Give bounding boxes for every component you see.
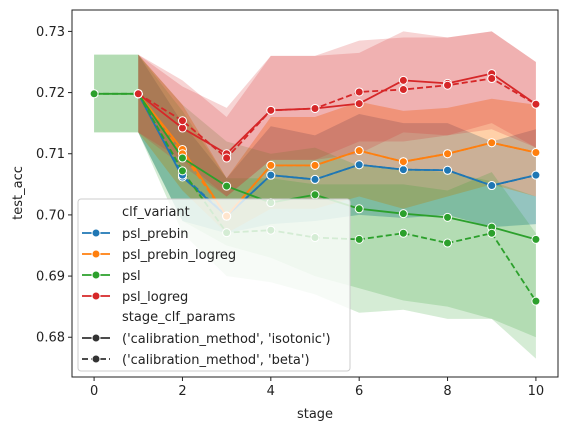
x-tick-label: 8: [443, 384, 451, 399]
band-psl-prebin-isotonic: [138, 54, 536, 234]
y-tick-label: 0.70: [36, 208, 65, 223]
y-tick-label: 0.73: [36, 25, 65, 40]
band-psl-prebin-logreg-beta: [138, 54, 536, 234]
point-psl-prebin-logreg-beta: [310, 160, 320, 170]
legend-box: [77, 198, 351, 372]
point-psl-prebin-logreg-beta: [266, 160, 276, 170]
y-axis-title: test_acc: [11, 166, 26, 220]
x-tick-label: 0: [90, 384, 98, 399]
line-psl-prebin-logreg-isotonic: [137, 93, 537, 218]
band-psl-prebin-logreg-isotonic: [138, 54, 536, 234]
legend-marker-psl-prebin-logreg: [91, 249, 101, 259]
point-psl-isotonic: [531, 234, 541, 244]
legend-style-marker-solid: [91, 333, 101, 343]
point-psl-logreg-beta: [443, 80, 453, 90]
point-psl-beta: [398, 228, 408, 238]
point-psl-isotonic: [443, 212, 453, 222]
y-axis-ticks: 0.68 0.69 0.70 0.71 0.72 0.73: [36, 25, 72, 346]
point-psl-logreg-beta: [222, 153, 232, 163]
legend-label-psl-prebin-logreg: psl_prebin_logreg: [122, 248, 236, 263]
point-psl-beta: [354, 234, 364, 244]
legend-label-psl-logreg: psl_logreg: [122, 290, 188, 305]
point-psl-isotonic: [177, 153, 187, 163]
point-psl-isotonic: [222, 181, 232, 191]
y-tick-label: 0.72: [36, 86, 65, 101]
legend-marker-psl-logreg: [91, 291, 101, 301]
point-psl-prebin-logreg-beta: [443, 149, 453, 159]
x-tick-label: 6: [355, 384, 363, 399]
x-tick-label: 4: [267, 384, 275, 399]
point-psl-beta: [443, 238, 453, 248]
point-psl-beta: [487, 228, 497, 238]
point-psl-isotonic: [398, 209, 408, 219]
point-psl-logreg-beta: [398, 85, 408, 95]
point-psl-logreg-beta: [354, 87, 364, 97]
legend-style-label-dashed: ('calibration_method', 'beta'): [122, 353, 310, 368]
point-psl-beta: [531, 296, 541, 306]
confidence-bands: [94, 31, 536, 359]
y-tick-label: 0.71: [36, 147, 65, 162]
point-psl-prebin-logreg-beta: [354, 146, 364, 156]
point-psl-prebin-beta: [398, 165, 408, 175]
x-tick-label: 10: [528, 384, 545, 399]
legend-marker-psl: [91, 270, 101, 280]
point-psl-isotonic: [310, 190, 320, 200]
point-psl-logreg-isotonic: [398, 75, 408, 85]
point-psl-logreg-beta: [487, 74, 497, 84]
point-psl-prebin-beta: [266, 170, 276, 180]
point-psl-logreg-beta: [133, 89, 143, 99]
point-psl-logreg-beta: [310, 103, 320, 113]
band-psl-prebin-beta: [138, 54, 536, 234]
legend-hue-title: clf_variant: [122, 205, 190, 220]
legend-style-label-solid: ('calibration_method', 'isotonic'): [122, 332, 331, 347]
point-psl-logreg-isotonic: [354, 99, 364, 109]
line-psl-prebin-beta: [137, 93, 537, 218]
point-psl-prebin-logreg-beta: [487, 138, 497, 148]
band-psl-logreg-beta: [138, 31, 536, 197]
point-psl-logreg-beta: [177, 116, 187, 126]
x-axis-title: stage: [297, 407, 333, 422]
point-psl-logreg-isotonic: [177, 123, 187, 133]
point-psl-beta: [177, 166, 187, 176]
legend-label-psl-prebin: psl_prebin: [122, 227, 189, 242]
legend-style-title: stage_clf_params: [122, 310, 236, 325]
y-tick-label: 0.68: [36, 331, 65, 346]
legend: clf_variant psl_prebinpsl_prebin_logregp…: [77, 198, 351, 372]
legend-marker-psl-prebin: [91, 228, 101, 238]
point-psl-prebin-beta: [354, 160, 364, 170]
point-psl-prebin-beta: [310, 174, 320, 184]
point-psl-logreg-beta: [531, 99, 541, 109]
point-psl-isotonic: [354, 204, 364, 214]
point-psl-prebin-beta: [443, 165, 453, 175]
x-tick-label: 2: [178, 384, 186, 399]
point-psl-logreg-beta: [266, 105, 276, 115]
point-psl-prebin-logreg-beta: [398, 157, 408, 167]
x-axis-ticks: 0 2 4 6 8 10: [90, 377, 544, 399]
point-psl-prebin-logreg-beta: [531, 148, 541, 158]
band-psl-logreg-isotonic: [138, 31, 536, 197]
legend-style-entries: ('calibration_method', 'isotonic') ('cali…: [82, 332, 331, 368]
legend-label-psl: psl: [122, 269, 141, 284]
point-psl-prebin-beta: [487, 181, 497, 191]
point-psl-beta: [89, 89, 99, 99]
legend-style-marker-dashed: [91, 354, 101, 364]
point-psl-prebin-beta: [531, 170, 541, 180]
plot-frame: [71, 9, 559, 378]
line-psl-logreg-isotonic: [137, 72, 537, 155]
line-psl-prebin-logreg-beta: [137, 93, 537, 218]
y-tick-label: 0.69: [36, 270, 65, 285]
